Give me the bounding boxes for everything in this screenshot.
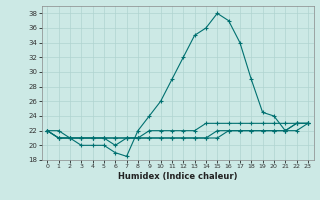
X-axis label: Humidex (Indice chaleur): Humidex (Indice chaleur) (118, 172, 237, 181)
